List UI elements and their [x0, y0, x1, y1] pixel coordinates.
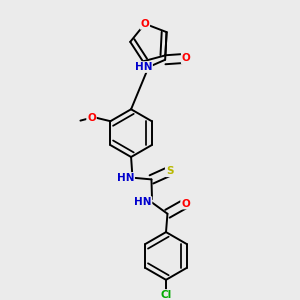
Text: O: O: [140, 19, 149, 29]
Text: Cl: Cl: [160, 290, 172, 300]
Text: HN: HN: [135, 62, 152, 72]
Text: O: O: [87, 113, 96, 123]
Text: S: S: [166, 166, 173, 176]
Text: HN: HN: [134, 197, 152, 207]
Text: O: O: [181, 199, 190, 208]
Text: HN: HN: [116, 173, 134, 183]
Text: O: O: [182, 53, 190, 63]
